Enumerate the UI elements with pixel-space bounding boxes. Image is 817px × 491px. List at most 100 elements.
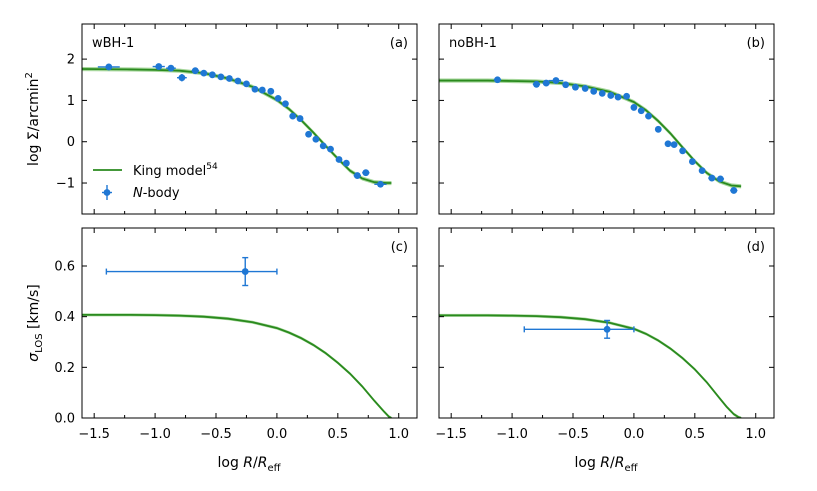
y-tick-label: 0 [67,135,75,150]
nbody-point [716,175,725,183]
model-uncertainty-band [82,66,392,186]
ylabel-exponent: 2 [24,72,35,78]
nbody-marker [614,93,622,101]
xlabel-r: R [600,455,610,471]
nbody-point [177,73,187,82]
nbody-marker [717,175,724,183]
nbody-point [274,94,282,102]
nbody-marker [178,74,186,82]
nbody-point [327,145,334,153]
x-tick-label: −1.0 [139,427,171,442]
nbody-point [374,180,387,188]
nbody-marker [533,80,540,88]
king-model-curve [439,79,742,188]
nbody-point [542,79,550,87]
nbody-point [282,100,289,108]
nbody-point [688,158,696,165]
nbody-marker [191,67,199,75]
nbody-point [267,87,275,95]
x-tick-label: −1.5 [78,427,110,442]
nbody-marker [598,89,606,97]
panel-b: noBH-1 (b) [438,23,775,215]
nbody-marker [562,81,570,89]
panel-a-label: (a) [390,36,408,51]
panel-b-plot-area [439,76,742,194]
legend: King model54 N-body [93,162,218,201]
y-tick-label: 0.2 [54,361,75,376]
panel-d-ticks: −1.5 −1.0 −0.5 0.0 0.5 1.0 [435,228,774,442]
nbody-marker [698,167,706,175]
nbody-marker [377,180,384,188]
nbody-marker [342,159,350,167]
panel-c-xlabel: log R/Reff [217,455,281,474]
nbody-marker [630,104,638,111]
nbody-point [548,77,564,84]
nbody-point [493,76,502,84]
nbody-marker [362,169,370,177]
nbody-point [152,63,165,70]
nbody-marker [274,94,282,102]
xlabel-reff: R [258,455,268,471]
legend-nbody-italic: N [133,186,143,201]
nbody-point [730,187,738,194]
nbody-marker [708,174,716,182]
nbody-marker [637,107,645,115]
panel-c-plot-area [82,256,392,418]
model-uncertainty-band [82,313,392,418]
nbody-point [208,71,216,79]
nbody-marker [251,85,259,93]
panel-a-frame [81,23,418,215]
nbody-marker [155,63,163,70]
nbody-marker [688,158,696,165]
nbody-marker [241,268,249,275]
nbody-point [630,104,638,111]
nbody-point [654,125,662,133]
panel-b-label: (b) [747,36,765,51]
x-tick-label: −1.5 [435,427,467,442]
y-tick-label: 0.6 [54,260,75,275]
ylabel-kms: [km/s] [26,284,42,333]
legend-nbody-marker [103,189,111,196]
nbody-point [335,156,343,163]
nbody-marker [289,112,297,120]
nbody-marker [353,172,361,179]
x-tick-label: 0.5 [684,427,705,442]
nbody-marker [654,125,662,133]
king-model-curve [82,313,392,418]
x-tick-label: 1.0 [388,427,409,442]
nbody-marker [494,76,501,84]
legend-model-sup: 54 [206,162,218,172]
nbody-marker [590,87,598,95]
panel-c: 0.60.40.20.0−1.5 −1.0 −0.5 0.0 0.5 1.0 (c) σL… [26,227,418,474]
panel-a-ylabel: log Σ/arcmin2 [24,72,42,166]
nbody-point [105,256,278,287]
nbody-marker [167,64,175,72]
xlabel-reff: R [615,455,625,471]
nbody-marker [542,79,550,87]
xlabel-log: log [574,455,600,471]
panel-a-ticks: 2 1 0 −1 [56,24,417,214]
nbody-point [523,319,635,339]
model-uncertainty-band [439,78,742,189]
nbody-point [562,81,570,89]
xlabel-eff-subscript: eff [624,463,638,474]
nbody-point [200,69,208,77]
xlabel-slash: / [253,455,258,471]
panel-c-frame [81,227,418,419]
nbody-point [97,63,120,71]
panel-a: 2 1 0 −1 wBH-1 (a) King model54 N-body log … [24,23,418,215]
nbody-marker [623,92,630,100]
ylabel-log: log [26,140,42,166]
legend-nbody-swatch [102,185,112,200]
nbody-marker [670,141,678,149]
nbody-point [698,167,706,175]
x-tick-label: −0.5 [557,427,589,442]
x-tick-label: −0.5 [200,427,232,442]
nbody-point [191,67,199,75]
ylabel-sigma: Σ [26,131,42,140]
panel-d-label: (d) [747,240,765,255]
nbody-point [645,112,652,120]
nbody-marker [258,86,266,94]
panel-a-plot-area [82,63,392,188]
